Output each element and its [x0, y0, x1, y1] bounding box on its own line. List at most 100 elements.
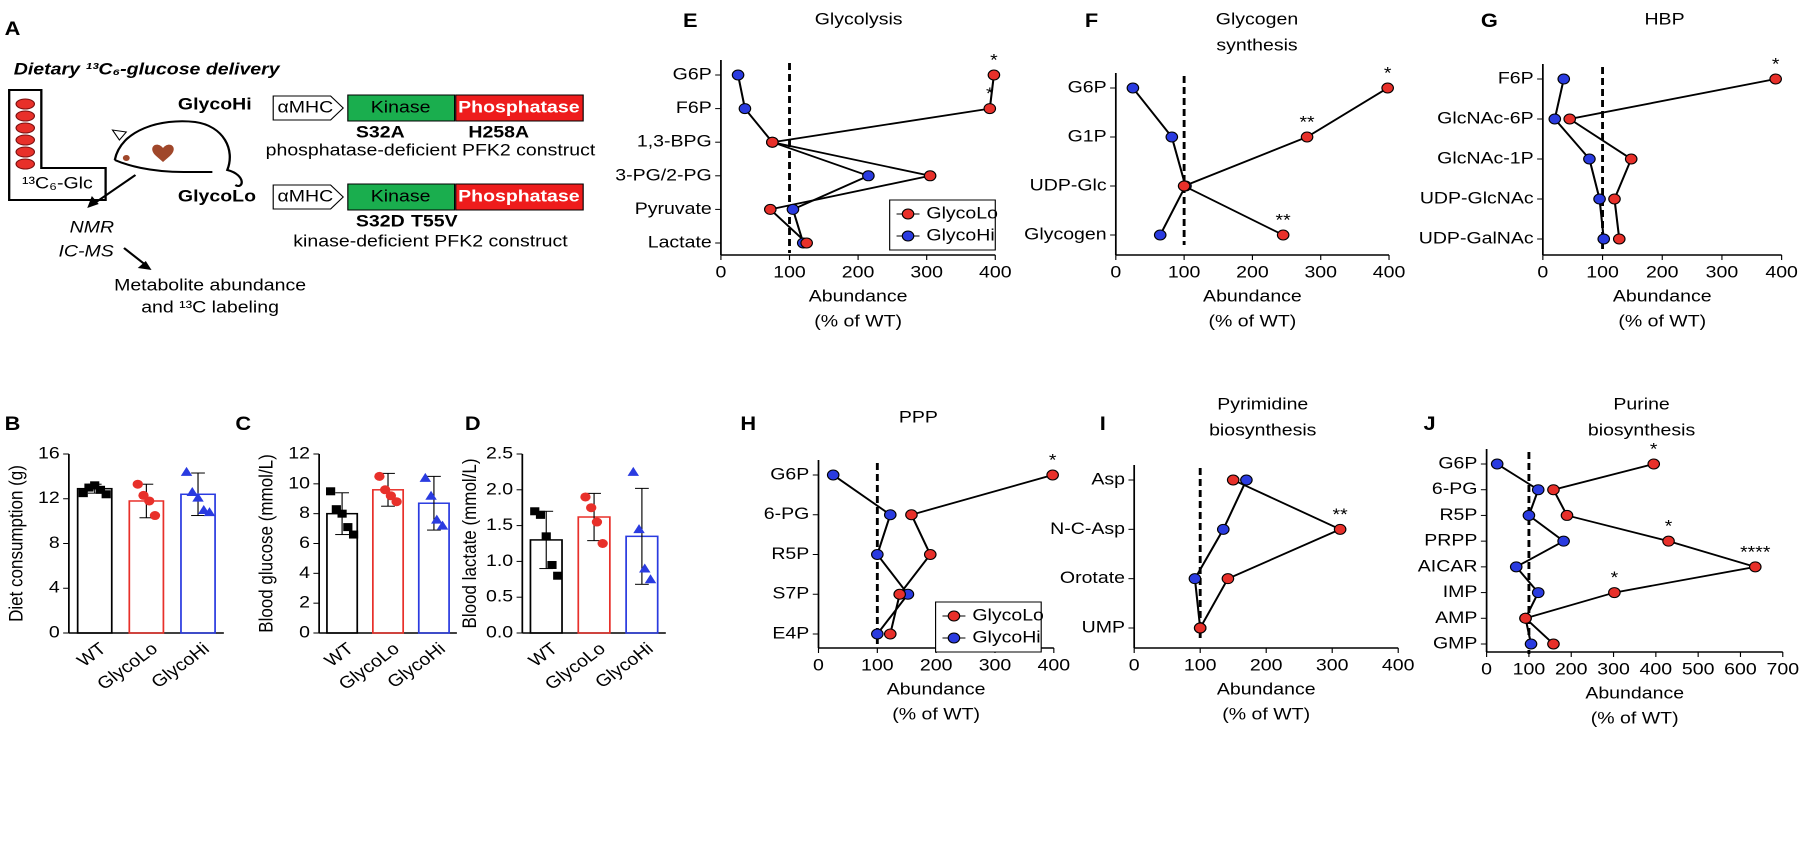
point [1381, 82, 1394, 94]
point [1509, 561, 1523, 573]
x-tick-label: 100 [861, 655, 894, 675]
y-tick-label: Glycogen [1024, 224, 1106, 244]
point [149, 511, 161, 521]
point [1188, 573, 1202, 585]
y-tick-label: 10 [288, 473, 310, 493]
y-tick-label: PRPP [1424, 530, 1477, 550]
point [1608, 193, 1621, 205]
y-tick-label: N-C-Asp [1050, 518, 1125, 538]
point [883, 509, 897, 521]
series-line [737, 74, 871, 244]
significance: **** [1740, 542, 1770, 562]
mutation: S32D [356, 211, 405, 231]
y-tick-label: 12 [288, 443, 310, 463]
panel-letter: I [1100, 413, 1106, 434]
point [1531, 484, 1545, 496]
panel-letter: G [1481, 10, 1498, 31]
x-tick-label: 100 [1184, 655, 1217, 675]
series-line [1199, 479, 1343, 629]
x-tick-label: 200 [920, 655, 953, 675]
legend-marker [947, 632, 961, 644]
point [597, 539, 608, 548]
point [826, 469, 840, 481]
point [1126, 82, 1140, 94]
point [862, 170, 875, 182]
significance: * [1665, 516, 1673, 536]
promoter: αMHC [277, 186, 333, 206]
point [1608, 587, 1621, 599]
y-tick-label: 8 [49, 532, 60, 552]
y-tick-label: GlcNAc-6P [1437, 108, 1533, 128]
y-tick-label: G6P [1438, 453, 1477, 473]
point [553, 571, 563, 580]
y-tick-label: F6P [1498, 68, 1534, 88]
point [1226, 474, 1240, 486]
x-axis-label: Abundance [887, 679, 986, 699]
point [1177, 180, 1191, 192]
x-tick-label: WT [72, 638, 110, 670]
x-axis-label: (% of WT) [1591, 708, 1679, 728]
x-tick-label: 400 [1765, 262, 1798, 282]
y-tick-label: 6 [299, 532, 310, 552]
mouse-hi: GlycoHi [178, 94, 252, 114]
legend-marker [901, 208, 915, 220]
point [1531, 587, 1545, 599]
point [431, 514, 443, 524]
bar [76, 487, 113, 634]
significance: * [1049, 450, 1057, 470]
point [766, 136, 779, 148]
y-tick-label: UDP-GalNAc [1419, 228, 1534, 248]
mouse-lo: GlycoLo [178, 186, 256, 206]
point [1333, 523, 1347, 535]
point [385, 491, 397, 501]
point [425, 490, 437, 500]
significance: * [1650, 439, 1658, 459]
point [348, 530, 359, 539]
point [627, 466, 640, 476]
point [883, 628, 897, 640]
y-tick-label: 8 [299, 502, 310, 522]
x-tick-label: 400 [1640, 659, 1673, 679]
y-tick-label: 0 [299, 622, 310, 642]
method: IC-MS [58, 241, 113, 261]
y-tick-label: 0 [49, 622, 60, 642]
y-tick-label: AICAR [1418, 556, 1478, 576]
point [391, 497, 402, 507]
x-tick-label: 0 [1537, 262, 1548, 282]
point [343, 523, 353, 532]
point [132, 479, 143, 489]
y-tick-label: 2.5 [486, 443, 513, 463]
x-axis-label: (% of WT) [1222, 704, 1310, 724]
legend-marker [947, 610, 961, 622]
point [893, 588, 906, 600]
y-tick-label: AMP [1435, 607, 1477, 627]
series-line [1553, 78, 1605, 240]
point [192, 492, 204, 502]
x-tick-label: 300 [910, 262, 943, 282]
point [786, 203, 800, 215]
x-tick-label: 200 [1250, 655, 1283, 675]
point [1597, 233, 1611, 245]
y-tick-label: 1.0 [486, 550, 513, 570]
point [379, 485, 391, 495]
y-tick-label: 2 [299, 592, 310, 612]
chart-title: biosynthesis [1588, 420, 1695, 440]
mutation: S32A [356, 122, 405, 142]
arrow [91, 174, 137, 206]
point [1490, 458, 1504, 470]
y-tick-label: UMP [1082, 617, 1125, 637]
phosphatase-box [455, 94, 584, 122]
x-tick-label: 400 [1382, 655, 1415, 675]
chart-title: biosynthesis [1209, 420, 1316, 440]
kinase-box [347, 94, 456, 122]
construct-caption: kinase-deficient PFK2 construct [293, 231, 567, 251]
point [731, 69, 745, 81]
point [186, 487, 199, 497]
point [1612, 233, 1626, 245]
x-axis-label: (% of WT) [892, 704, 980, 724]
kinase: Kinase [371, 97, 431, 117]
series-line [1523, 463, 1760, 645]
mutation: H258A [468, 122, 529, 142]
x-tick-label: 0 [1481, 659, 1492, 679]
legend-box [889, 199, 996, 251]
